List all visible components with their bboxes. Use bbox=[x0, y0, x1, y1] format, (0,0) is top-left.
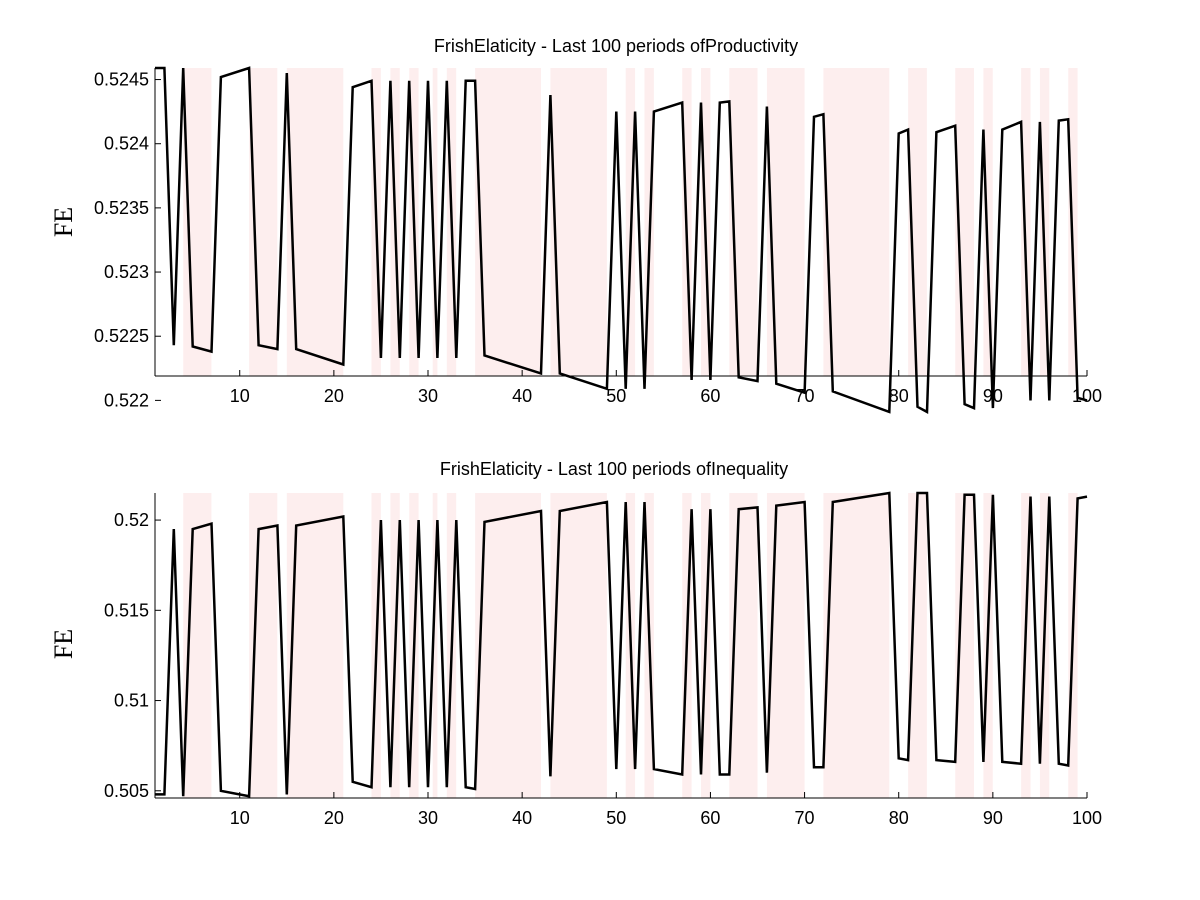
shaded-region bbox=[766, 68, 805, 376]
chart-productivity-axes bbox=[154, 68, 1087, 377]
shaded-region bbox=[550, 68, 607, 376]
y-tick-label: 0.5245 bbox=[94, 70, 149, 90]
shaded-region bbox=[983, 68, 993, 376]
chart-productivity-ylabel: FE bbox=[49, 207, 78, 237]
x-tick-label: 100 bbox=[1072, 386, 1102, 406]
y-tick-label: 0.523 bbox=[104, 262, 149, 282]
chart-inequality-xticks: 10 20 30 40 50 60 70 80 90 100 bbox=[230, 792, 1102, 828]
shaded-region bbox=[1021, 68, 1031, 376]
chart-inequality-title: FrishElaticity - Last 100 periods ofIneq… bbox=[440, 459, 788, 479]
x-tick-label: 40 bbox=[512, 386, 532, 406]
series-line bbox=[155, 66, 1088, 414]
x-tick-label: 80 bbox=[889, 808, 909, 828]
chart-inequality-axes bbox=[154, 493, 1087, 799]
shaded-region bbox=[823, 493, 890, 798]
x-tick-label: 50 bbox=[606, 808, 626, 828]
chart-inequality-series bbox=[155, 491, 1088, 798]
x-tick-label: 90 bbox=[983, 808, 1003, 828]
x-tick-label: 60 bbox=[700, 386, 720, 406]
x-tick-label: 20 bbox=[324, 386, 344, 406]
y-tick-label: 0.505 bbox=[104, 781, 149, 801]
x-tick-label: 30 bbox=[418, 808, 438, 828]
chart-productivity: 10 20 30 40 50 60 70 80 90 100 0.5220.52250.5230.… bbox=[49, 36, 1102, 414]
y-tick-label: 0.51 bbox=[114, 691, 149, 711]
shaded-region bbox=[432, 493, 438, 798]
y-tick-label: 0.524 bbox=[104, 134, 149, 154]
x-tick-label: 100 bbox=[1072, 808, 1102, 828]
y-tick-label: 0.5225 bbox=[94, 326, 149, 346]
chart-productivity-yticks: 0.522 0.5225 0.523 0.5235 0.524 0.5245 bbox=[94, 70, 161, 410]
shaded-region bbox=[766, 493, 805, 798]
x-tick-label: 20 bbox=[324, 808, 344, 828]
shaded-region bbox=[432, 68, 438, 376]
x-tick-label: 10 bbox=[230, 386, 250, 406]
x-tick-label: 10 bbox=[230, 808, 250, 828]
x-tick-label: 80 bbox=[889, 386, 909, 406]
x-tick-label: 40 bbox=[512, 808, 532, 828]
chart-productivity-title: FrishElaticity - Last 100 periods ofProd… bbox=[434, 36, 798, 56]
y-tick-label: 0.52 bbox=[114, 510, 149, 530]
y-tick-label: 0.5235 bbox=[94, 198, 149, 218]
chart-productivity-xticks: 10 20 30 40 50 60 70 80 90 100 bbox=[230, 370, 1102, 406]
chart-inequality-yticks: 0.505 0.51 0.515 0.52 bbox=[104, 510, 161, 801]
y-tick-label: 0.515 bbox=[104, 600, 149, 620]
series-line bbox=[155, 491, 1088, 798]
shaded-region bbox=[1039, 68, 1050, 376]
x-tick-label: 50 bbox=[606, 386, 626, 406]
shaded-region bbox=[823, 68, 890, 376]
y-tick-label: 0.522 bbox=[104, 390, 149, 410]
shaded-region bbox=[475, 68, 541, 376]
shaded-region bbox=[955, 493, 974, 798]
shaded-region bbox=[475, 493, 541, 798]
chart-inequality-ylabel: FE bbox=[49, 629, 78, 659]
x-tick-label: 30 bbox=[418, 386, 438, 406]
chart-productivity-series bbox=[155, 66, 1088, 414]
chart-inequality: 10 20 30 40 50 60 70 80 90 100 0.505 0.51 0.515 0.52… bbox=[49, 459, 1102, 828]
x-tick-label: 70 bbox=[795, 808, 815, 828]
x-tick-label: 60 bbox=[700, 808, 720, 828]
shaded-region bbox=[908, 493, 927, 798]
